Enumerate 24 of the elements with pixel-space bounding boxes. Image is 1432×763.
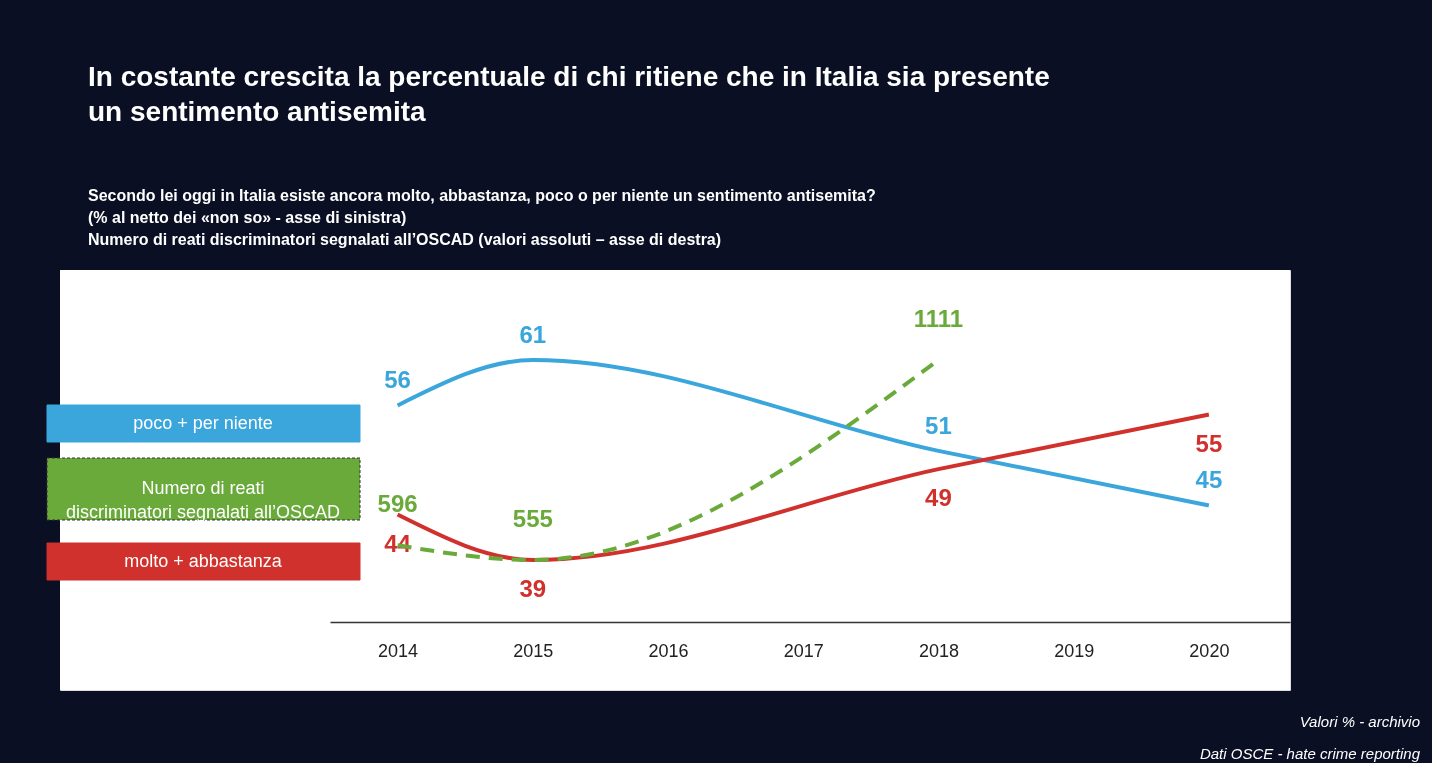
text: Numero di reati discriminatori segnalati all’OSCAD	[65, 478, 341, 522]
data-label: 61	[519, 321, 547, 348]
x-tick-label: 2016	[648, 640, 689, 661]
data-label: 55	[1195, 429, 1223, 457]
text: poco + per niente	[133, 412, 273, 433]
data-label: 49	[925, 484, 952, 512]
data-label: 596	[377, 490, 418, 518]
chart-subtitle: Secondo lei oggi in Italia esiste ancora molto, abbastanza, poco o per niente un sentimento antisemita? (% al netto dei «non so» - asse di sinistra) Numero di reati discriminatori segnalati all’OSCAD (valori assoluti – asse di destra)	[88, 187, 876, 248]
x-tick-label: 2015	[513, 640, 554, 661]
text: molto + abbastanza	[124, 550, 283, 571]
chart-title: In costante crescita la percentuale di chi ritiene che in Italia sia presente un sentimento antisemita	[88, 61, 1050, 127]
data-label: 1111	[913, 305, 964, 332]
x-tick-label: 2017	[783, 640, 824, 661]
data-label: 56	[384, 366, 411, 394]
text: Valori % - archivio	[1299, 713, 1420, 730]
data-label: 51	[925, 411, 952, 439]
data-label: 555	[512, 505, 553, 532]
x-tick-label: 2018	[918, 640, 959, 661]
x-tick-label: 2014	[378, 640, 419, 661]
data-label: 45	[1195, 466, 1223, 494]
data-label: 39	[519, 575, 547, 602]
x-tick-label: 2019	[1054, 640, 1095, 661]
text: Dati OSCE - hate crime reporting	[1199, 745, 1421, 762]
x-tick-label: 2020	[1189, 640, 1230, 661]
